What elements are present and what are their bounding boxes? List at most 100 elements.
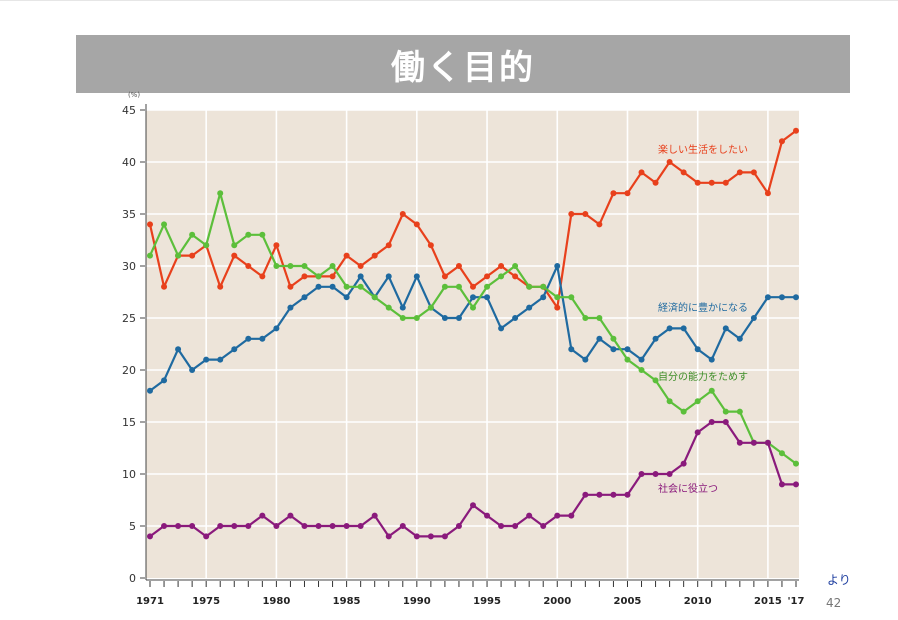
source-note: より (827, 573, 851, 587)
data-point (189, 523, 196, 529)
data-point (203, 533, 210, 540)
series-4 (147, 419, 799, 540)
data-point (694, 398, 701, 405)
data-point (540, 294, 547, 301)
data-point (582, 491, 589, 498)
data-point (203, 356, 210, 363)
series-2 (147, 263, 799, 394)
data-point (189, 231, 196, 238)
y-tick-label: 5 (129, 520, 136, 533)
data-point (385, 242, 392, 249)
data-point (413, 315, 420, 321)
page-number: 42 (826, 596, 842, 610)
data-point (568, 294, 575, 301)
y-tick-label: 40 (122, 156, 136, 169)
y-tick-label: 15 (122, 416, 136, 429)
data-point (455, 315, 462, 321)
gridlines (146, 109, 799, 578)
top-border (0, 0, 898, 1)
data-point (624, 190, 631, 197)
data-point (484, 294, 491, 301)
data-point (399, 304, 406, 311)
data-point (470, 294, 476, 301)
data-point (273, 242, 280, 249)
data-point (259, 273, 266, 280)
data-point (245, 523, 252, 529)
data-point (273, 325, 280, 332)
data-point (427, 533, 434, 540)
data-point (287, 512, 294, 519)
data-point (652, 179, 659, 186)
series-label: 経済的に豊かになる (658, 301, 748, 314)
data-point (638, 471, 645, 477)
data-point (484, 283, 491, 290)
y-tick-label: 30 (122, 260, 136, 273)
data-point (259, 512, 266, 519)
data-point (596, 491, 603, 498)
x-tick-label: 2005 (614, 596, 642, 607)
data-point (441, 533, 448, 540)
data-point (722, 325, 729, 332)
data-point (526, 512, 533, 519)
data-point (526, 304, 533, 311)
data-point (315, 273, 322, 280)
series-1 (147, 127, 799, 311)
data-point (722, 179, 729, 186)
data-point (694, 429, 701, 436)
slide-title: 働く目的 (391, 47, 535, 88)
data-point (161, 523, 168, 529)
data-point (273, 263, 280, 269)
data-point (568, 512, 575, 519)
data-point (455, 283, 462, 290)
data-point (399, 315, 406, 321)
data-point (371, 512, 378, 519)
data-point (161, 283, 168, 290)
data-point (526, 283, 533, 290)
data-point (329, 263, 336, 269)
data-point (357, 273, 364, 280)
data-point (441, 315, 448, 321)
data-point (694, 346, 701, 353)
data-point (764, 294, 771, 301)
data-point (470, 502, 476, 509)
data-point (231, 252, 238, 259)
data-point (722, 419, 729, 425)
data-point (484, 273, 491, 280)
data-point (512, 315, 519, 321)
data-point (596, 315, 603, 321)
x-tick-label: 1990 (403, 596, 431, 607)
data-point (652, 471, 659, 477)
title-bar: 働く目的 (76, 35, 850, 93)
data-point (638, 356, 645, 363)
data-point (189, 367, 196, 373)
data-point (147, 252, 153, 259)
data-point (778, 481, 785, 488)
y-tick-label: 25 (122, 312, 136, 325)
data-point (484, 512, 491, 519)
data-point (441, 273, 448, 280)
data-point (568, 346, 575, 353)
data-point (498, 325, 505, 332)
data-point (582, 315, 589, 321)
x-tick-label: 2010 (684, 596, 712, 607)
data-point (385, 304, 392, 311)
data-point (750, 315, 757, 321)
data-point (371, 252, 378, 259)
data-point (175, 523, 182, 529)
data-point (540, 523, 547, 529)
axes: 0 5 10 15 20 25 30 35 40 45 1971 1975 1980 1985 1990 19… (122, 91, 805, 607)
data-point (793, 294, 799, 301)
data-point (217, 190, 224, 197)
y-tick-label: 20 (122, 364, 136, 377)
data-point (694, 179, 701, 186)
data-point (147, 533, 153, 540)
data-point (554, 294, 561, 301)
data-point (427, 304, 434, 311)
y-axis-unit: (%) (128, 91, 140, 99)
data-point (680, 408, 687, 415)
data-point (582, 356, 589, 363)
data-point (624, 346, 631, 353)
data-point (301, 523, 308, 529)
